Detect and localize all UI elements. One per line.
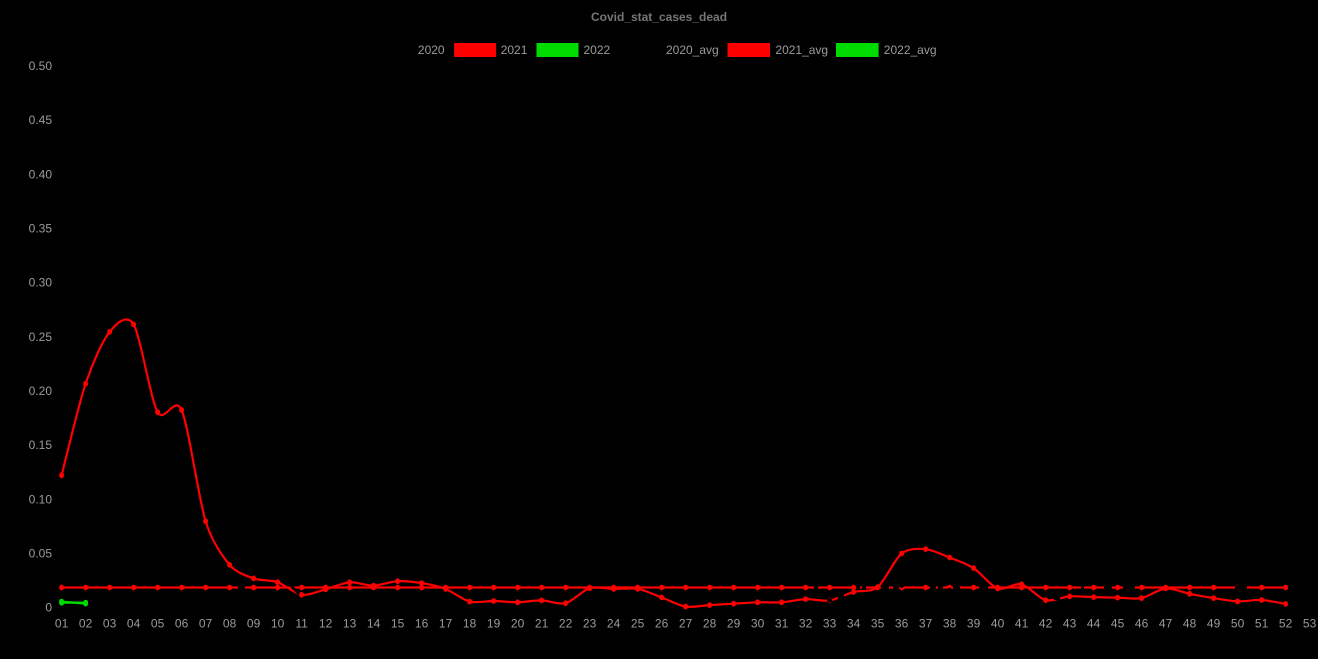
svg-text:2020_avg: 2020_avg [666, 43, 719, 57]
svg-text:53: 53 [1303, 617, 1317, 631]
svg-text:16: 16 [415, 617, 429, 631]
svg-text:0.05: 0.05 [29, 547, 53, 561]
svg-text:23: 23 [583, 617, 597, 631]
svg-text:39: 39 [967, 617, 981, 631]
svg-text:09: 09 [247, 617, 261, 631]
svg-text:52: 52 [1279, 617, 1293, 631]
svg-text:0.45: 0.45 [29, 113, 53, 127]
svg-text:12: 12 [319, 617, 333, 631]
svg-text:50: 50 [1231, 617, 1245, 631]
svg-text:02: 02 [79, 617, 93, 631]
svg-text:0.20: 0.20 [29, 384, 53, 398]
svg-text:27: 27 [679, 617, 693, 631]
svg-text:Covid_stat_cases_dead: Covid_stat_cases_dead [591, 10, 727, 24]
svg-text:2021: 2021 [501, 43, 528, 57]
svg-text:0: 0 [45, 601, 52, 615]
svg-text:25: 25 [631, 617, 645, 631]
svg-text:34: 34 [847, 617, 861, 631]
svg-text:08: 08 [223, 617, 237, 631]
svg-text:0.35: 0.35 [29, 222, 53, 236]
svg-text:31: 31 [775, 617, 789, 631]
svg-text:21: 21 [535, 617, 549, 631]
svg-text:37: 37 [919, 617, 933, 631]
svg-text:07: 07 [199, 617, 213, 631]
svg-text:45: 45 [1111, 617, 1125, 631]
svg-text:44: 44 [1087, 617, 1101, 631]
svg-text:0.30: 0.30 [29, 276, 53, 290]
svg-text:2022_avg: 2022_avg [884, 43, 937, 57]
svg-text:49: 49 [1207, 617, 1221, 631]
svg-text:13: 13 [343, 617, 357, 631]
svg-text:40: 40 [991, 617, 1005, 631]
svg-text:20: 20 [511, 617, 525, 631]
svg-text:30: 30 [751, 617, 765, 631]
svg-text:01: 01 [55, 617, 69, 631]
svg-text:28: 28 [703, 617, 717, 631]
svg-text:18: 18 [463, 617, 477, 631]
svg-text:04: 04 [127, 617, 141, 631]
svg-text:0.40: 0.40 [29, 167, 53, 181]
svg-text:46: 46 [1135, 617, 1149, 631]
svg-text:03: 03 [103, 617, 117, 631]
svg-text:33: 33 [823, 617, 837, 631]
svg-text:47: 47 [1159, 617, 1173, 631]
svg-text:2022: 2022 [584, 43, 611, 57]
svg-text:14: 14 [367, 617, 381, 631]
svg-text:05: 05 [151, 617, 165, 631]
svg-text:29: 29 [727, 617, 741, 631]
svg-text:0.25: 0.25 [29, 330, 53, 344]
svg-text:35: 35 [871, 617, 885, 631]
svg-text:2020: 2020 [418, 43, 445, 57]
svg-text:10: 10 [271, 617, 285, 631]
svg-text:48: 48 [1183, 617, 1197, 631]
svg-text:06: 06 [175, 617, 189, 631]
svg-text:17: 17 [439, 617, 453, 631]
svg-text:22: 22 [559, 617, 573, 631]
svg-text:38: 38 [943, 617, 957, 631]
svg-text:32: 32 [799, 617, 813, 631]
svg-text:2021_avg: 2021_avg [775, 43, 828, 57]
svg-text:19: 19 [487, 617, 501, 631]
svg-text:36: 36 [895, 617, 909, 631]
svg-text:41: 41 [1015, 617, 1029, 631]
svg-text:24: 24 [607, 617, 621, 631]
svg-text:43: 43 [1063, 617, 1077, 631]
svg-text:42: 42 [1039, 617, 1053, 631]
svg-text:11: 11 [295, 617, 308, 631]
svg-text:0.50: 0.50 [29, 59, 53, 73]
svg-text:15: 15 [391, 617, 405, 631]
svg-text:0.15: 0.15 [29, 438, 53, 452]
svg-text:0.10: 0.10 [29, 492, 53, 506]
svg-text:51: 51 [1255, 617, 1269, 631]
svg-text:26: 26 [655, 617, 669, 631]
